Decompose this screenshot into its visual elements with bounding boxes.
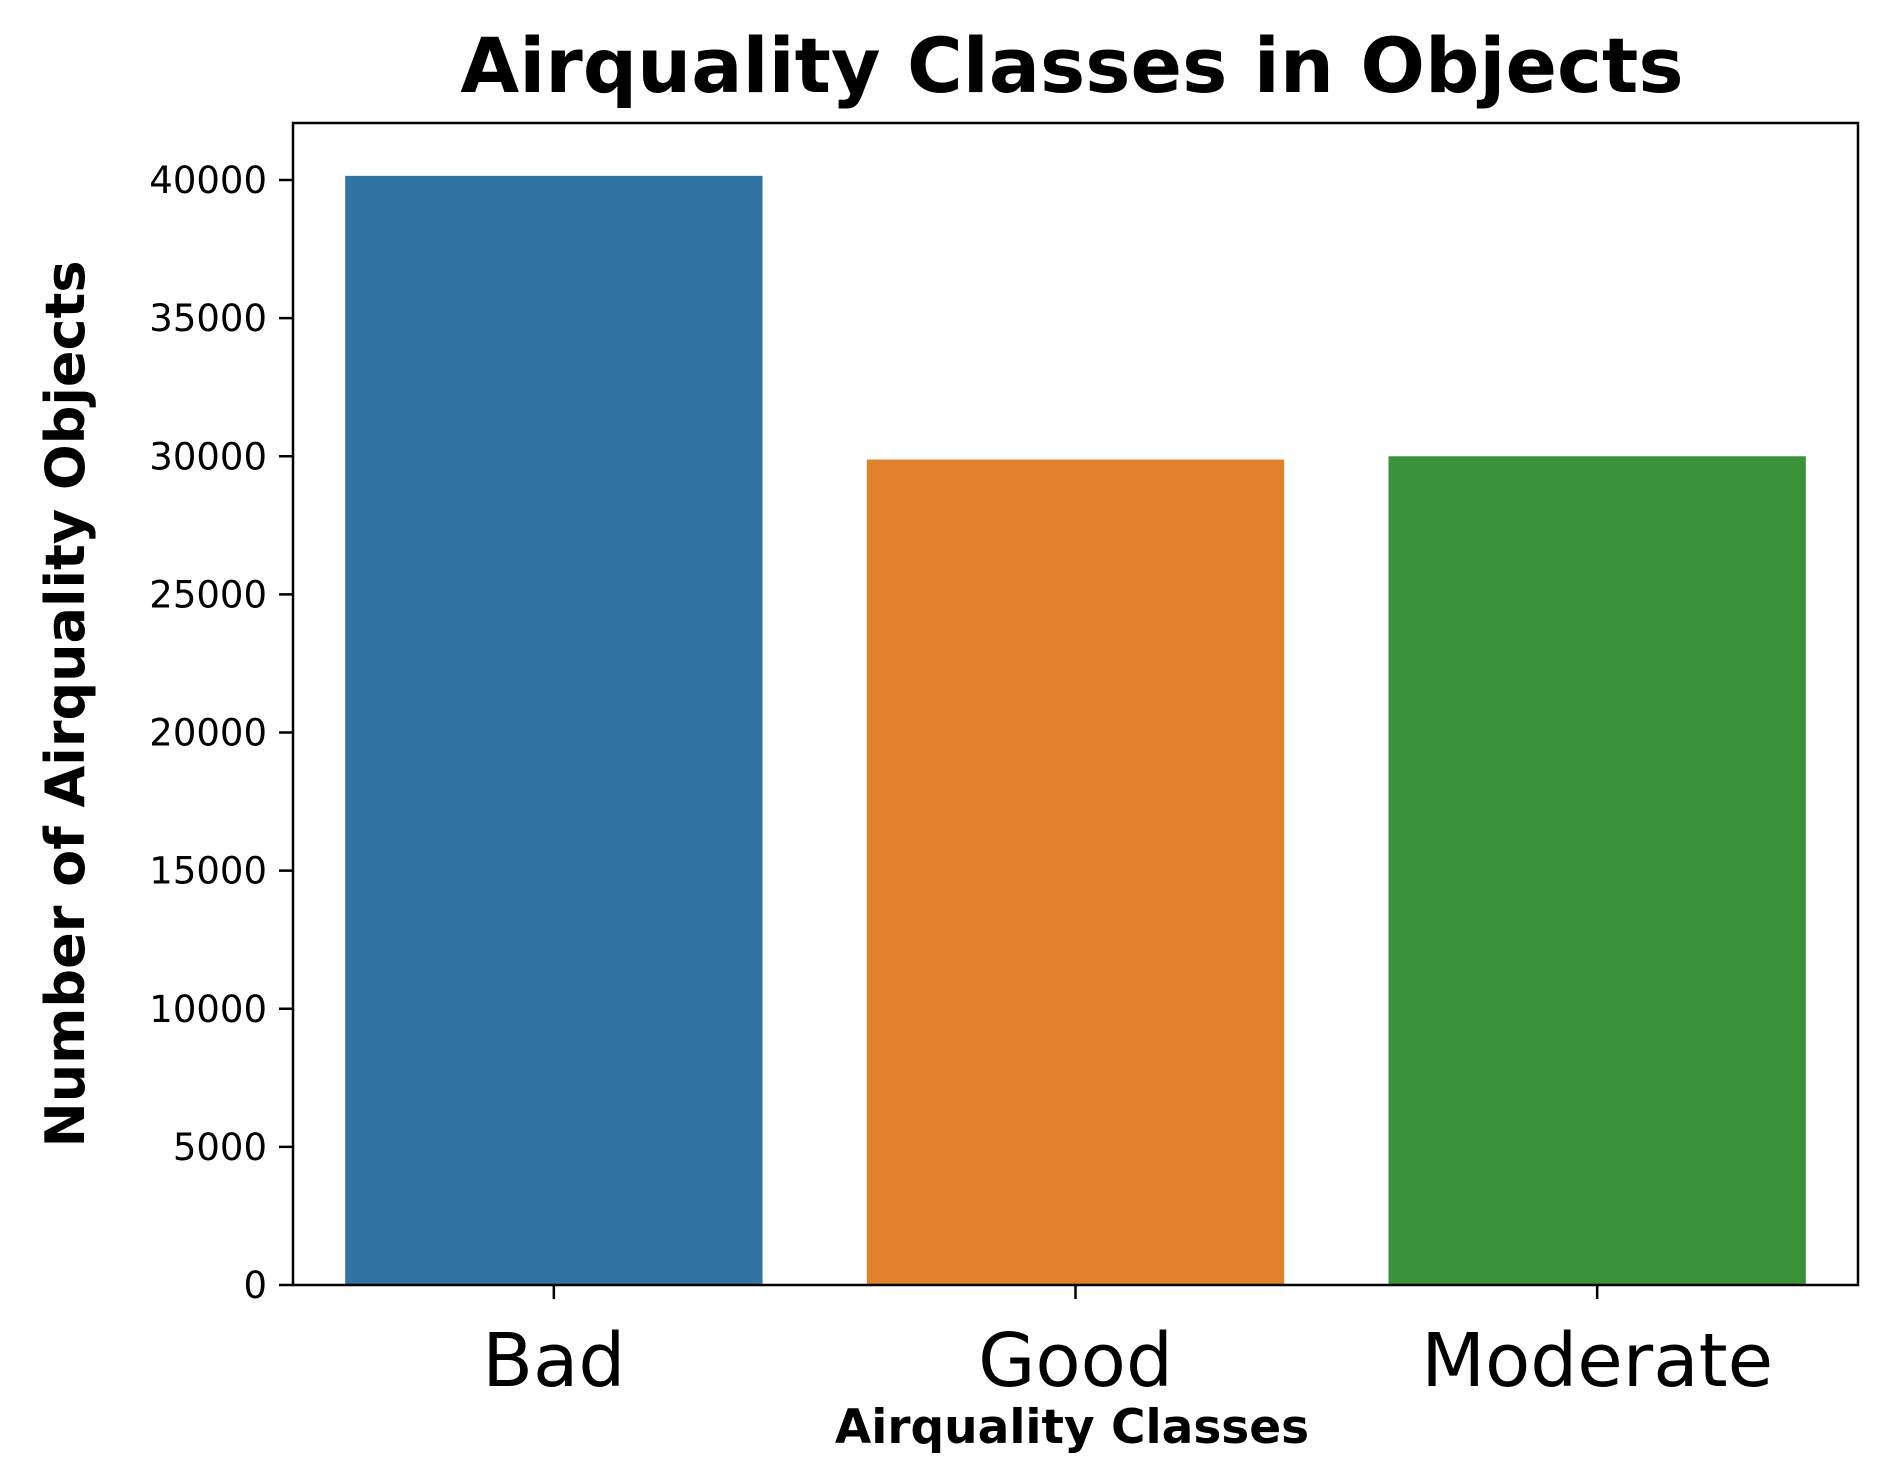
y-tick-label: 40000 — [149, 159, 267, 202]
y-tick-label: 30000 — [149, 435, 267, 478]
x-tick-label: Bad — [482, 1318, 625, 1404]
y-tick-label: 25000 — [149, 573, 267, 616]
bar-bad — [345, 175, 763, 1286]
x-tick-label: Good — [978, 1318, 1173, 1404]
y-axis-label: Number of Airquality Objects — [34, 261, 97, 1148]
y-tick-label: 5000 — [173, 1126, 267, 1169]
x-axis-label: Airquality Classes — [835, 1400, 1309, 1455]
x-tick-label: Moderate — [1421, 1318, 1773, 1404]
bars-group — [345, 175, 1806, 1286]
x-axis: Bad Good Moderate — [482, 1285, 1773, 1404]
chart-title: Airquality Classes in Objects — [460, 21, 1683, 110]
bar-moderate — [1388, 456, 1806, 1285]
y-tick-label: 35000 — [149, 297, 267, 340]
y-axis: 0 5000 10000 15000 20000 25000 30000 35000 40000 — [149, 159, 293, 1307]
y-tick-label: 20000 — [149, 712, 267, 755]
y-tick-label: 15000 — [149, 850, 267, 893]
y-tick-label: 10000 — [149, 988, 267, 1031]
y-tick-label: 0 — [243, 1264, 267, 1307]
bar-good — [866, 459, 1285, 1285]
